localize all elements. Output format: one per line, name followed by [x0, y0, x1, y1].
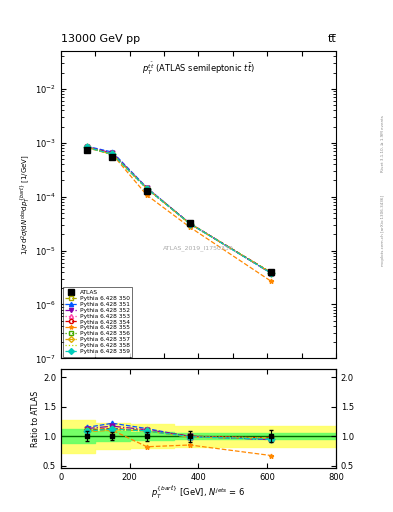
Text: Rivet 3.1.10, ≥ 1.9M events: Rivet 3.1.10, ≥ 1.9M events	[381, 115, 385, 172]
Text: ATLAS_2019_I1750330: ATLAS_2019_I1750330	[163, 245, 234, 251]
Text: $p_T^{t\bar{t}}$ (ATLAS semileptonic $t\bar{t}$): $p_T^{t\bar{t}}$ (ATLAS semileptonic $t\…	[142, 60, 255, 77]
Legend: ATLAS, Pythia 6.428 350, Pythia 6.428 351, Pythia 6.428 352, Pythia 6.428 353, P: ATLAS, Pythia 6.428 350, Pythia 6.428 35…	[62, 287, 132, 357]
Text: mcplots.cern.ch [arXiv:1306.3436]: mcplots.cern.ch [arXiv:1306.3436]	[381, 195, 385, 266]
Text: 13000 GeV pp: 13000 GeV pp	[61, 33, 140, 44]
Y-axis label: $1/\sigma\,\mathrm{d}^2\!\sigma/\mathrm{d}N^\mathrm{obs}\mathrm{d}p^{\{bar\ell\}: $1/\sigma\,\mathrm{d}^2\!\sigma/\mathrm{…	[18, 155, 32, 255]
X-axis label: $p^{\{bar\ell\}}_T$ [GeV], $N^{jets}$ = 6: $p^{\{bar\ell\}}_T$ [GeV], $N^{jets}$ = …	[151, 485, 246, 501]
Text: tt̅: tt̅	[327, 33, 336, 44]
Y-axis label: Ratio to ATLAS: Ratio to ATLAS	[31, 391, 40, 446]
